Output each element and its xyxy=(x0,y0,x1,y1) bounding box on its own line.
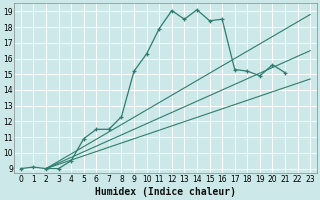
X-axis label: Humidex (Indice chaleur): Humidex (Indice chaleur) xyxy=(95,186,236,197)
